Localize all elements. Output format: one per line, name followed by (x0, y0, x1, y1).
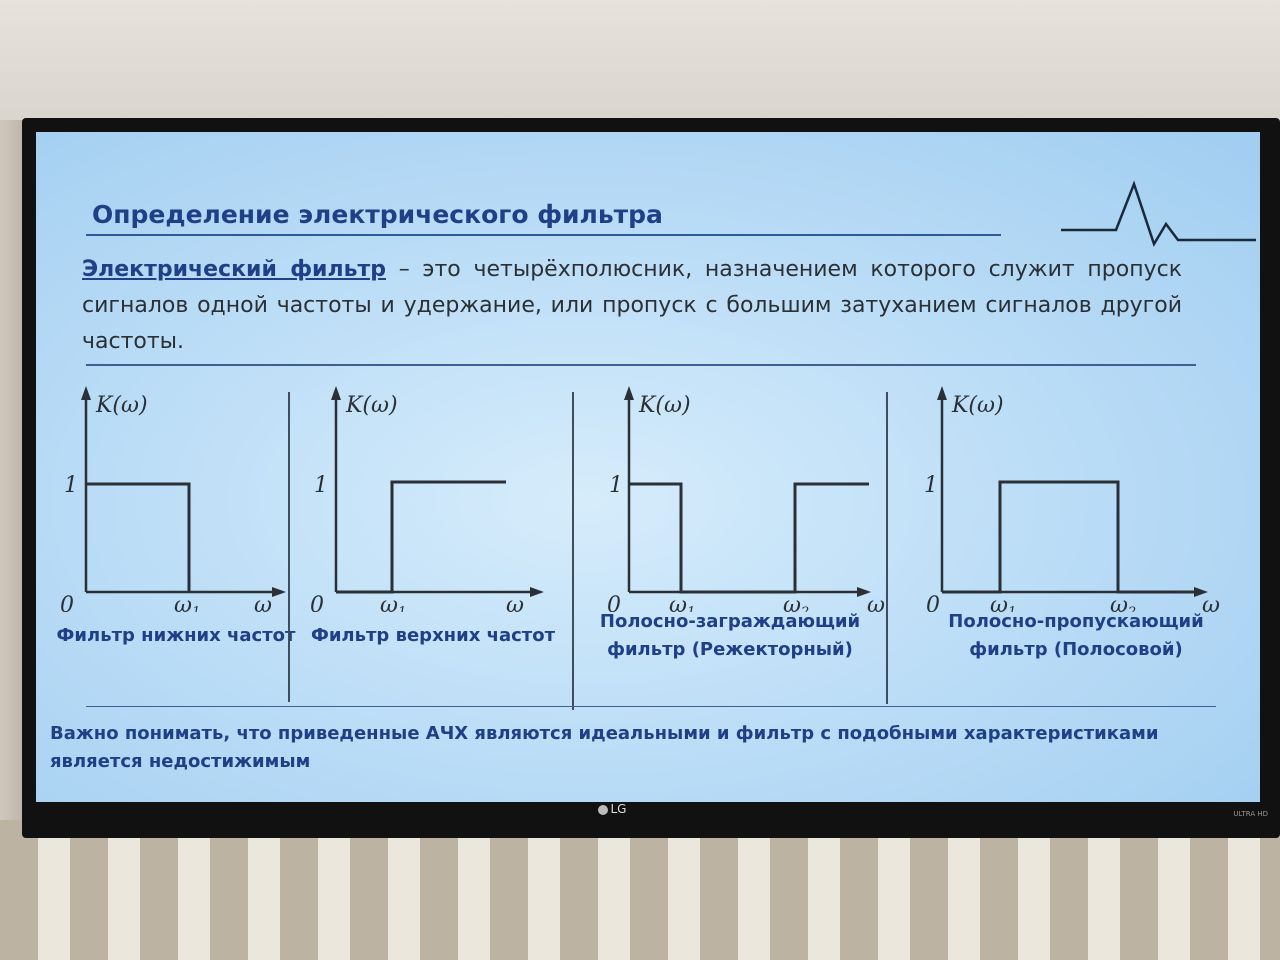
definition-term: Электрический фильтр (82, 257, 386, 282)
highpass-label: Фильтр верхних частот (310, 625, 556, 646)
level-one-label: 1 (64, 473, 78, 498)
origin-label: 0 (607, 593, 621, 612)
w1-label: ω1 (669, 593, 695, 612)
y-axis-arrow (331, 386, 341, 400)
x-axis-arrow (857, 587, 871, 597)
x-axis-label: ω (867, 593, 885, 612)
bandpass-response (942, 480, 1196, 594)
level-one-label: 1 (924, 473, 938, 498)
w1-label: ω1 (380, 593, 406, 612)
y-axis-label: K(ω) (638, 393, 691, 418)
origin-label: 0 (310, 593, 324, 612)
panel-separator-2 (572, 392, 574, 710)
tv-logo: LG (582, 802, 642, 818)
level-one-label: 1 (609, 473, 623, 498)
highpass-graph: K(ω) 1 0 ω1 ω (310, 386, 544, 612)
slide-title: Определение электрического фильтра (92, 200, 663, 229)
w1-label: ω1 (990, 593, 1016, 612)
y-axis-arrow (81, 386, 91, 400)
tv-display: Определение электрического фильтра Элект… (22, 118, 1280, 838)
chart-lowpass: K(ω) 1 0 ω1 ω (46, 372, 296, 612)
x-axis-label: ω (506, 593, 524, 612)
origin-label: 0 (926, 593, 940, 612)
highpass-response (336, 480, 506, 594)
chart-bandstop: K(ω) 1 0 ω1 ω2 ω (581, 372, 891, 612)
bandstop-label: Полосно-заграждающий фильтр (Режекторный… (599, 611, 861, 660)
y-axis-label: K(ω) (345, 393, 398, 418)
bandpass-label: Полосно-пропускающий фильтр (Полосовой) (948, 611, 1204, 660)
x-axis-label: ω (254, 593, 272, 612)
title-underline (86, 234, 1001, 236)
x-axis-arrow (272, 587, 286, 597)
y-axis-label: K(ω) (951, 393, 1004, 418)
lg-logo-icon (597, 804, 608, 815)
w2-label: ω2 (783, 593, 809, 612)
pulse-icon (1061, 180, 1256, 247)
w1-label: ω1 (174, 593, 200, 612)
lowpass-response (86, 482, 191, 592)
footnote: Важно понимать, что приведенные АЧХ явля… (50, 723, 1159, 772)
x-axis-arrow (530, 587, 544, 597)
lowpass-label: Фильтр нижних частот (56, 625, 296, 646)
bandstop-response (629, 482, 869, 594)
definition-text: – это четырёхполюсник, назначением котор… (82, 257, 1182, 354)
bottom-divider (86, 706, 1216, 707)
y-axis-arrow (937, 386, 947, 400)
y-axis-label: K(ω) (95, 393, 148, 418)
tv-badge: ULTRA HD (1233, 810, 1268, 818)
x-axis-arrow (1194, 587, 1208, 597)
wall-background (0, 0, 1280, 140)
bandstop-graph: K(ω) 1 0 ω1 ω2 ω (607, 386, 885, 612)
definition-paragraph: Электрический фильтр – это четырёхполюсн… (82, 252, 1182, 360)
chart-highpass: K(ω) 1 0 ω1 ω (296, 372, 556, 612)
lowpass-graph: K(ω) 1 0 ω1 ω (60, 386, 286, 612)
origin-label: 0 (60, 593, 74, 612)
y-axis-arrow (624, 386, 634, 400)
x-axis-label: ω (1202, 593, 1220, 612)
bandpass-graph: K(ω) 1 0 ω1 ω2 ω (924, 386, 1220, 612)
chart-bandpass: K(ω) 1 0 ω1 ω2 ω (896, 372, 1226, 612)
slide-screen: Определение электрического фильтра Элект… (36, 132, 1260, 802)
w2-label: ω2 (1110, 593, 1136, 612)
panel-separator-1 (288, 392, 290, 702)
panel-separator-3 (886, 392, 888, 704)
level-one-label: 1 (314, 473, 328, 498)
definition-divider (86, 364, 1196, 366)
